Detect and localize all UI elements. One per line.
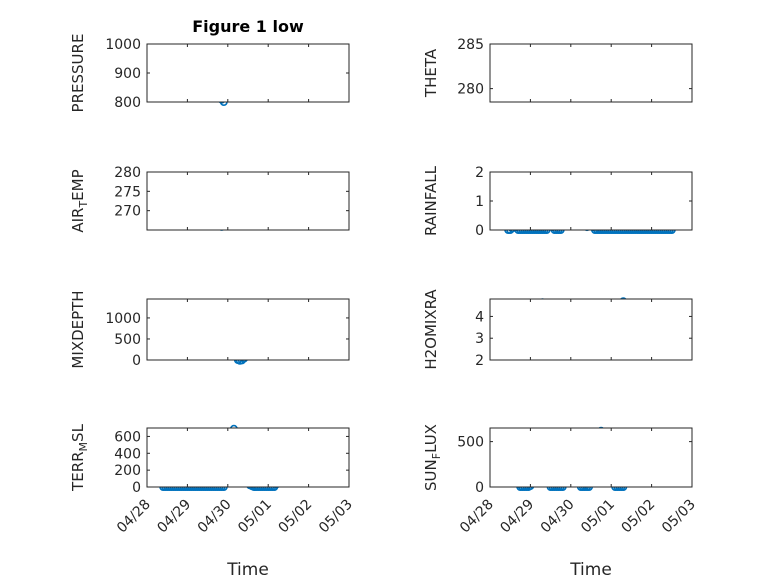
y-tick-label: 2 bbox=[475, 353, 484, 369]
chart-panel-5: 0 500 1000 MIXDEPTH bbox=[69, 290, 350, 369]
x-tick-label: 05/01 bbox=[235, 497, 275, 537]
y-tick-label: 275 bbox=[114, 184, 141, 200]
y-tick-label: 0 bbox=[475, 480, 484, 496]
x-tick-label: 05/03 bbox=[316, 497, 356, 537]
x-tick-label: 05/02 bbox=[619, 497, 659, 537]
chart-panel-4: 0 1 2 RAINFALL bbox=[422, 165, 693, 239]
x-tick-label: 05/01 bbox=[578, 497, 618, 537]
y-tick-label: 900 bbox=[114, 66, 141, 82]
x-tick-label: 04/30 bbox=[195, 497, 235, 537]
svg-text:AIRTEMP: AIRTEMP bbox=[69, 169, 90, 232]
svg-text:RAINFALL: RAINFALL bbox=[422, 165, 440, 236]
axes-box bbox=[146, 427, 350, 488]
y-tick-label: 800 bbox=[114, 95, 141, 111]
chart-panel-1: 800 900 1000 PRESSURE Figure 1 low bbox=[69, 17, 350, 113]
axes-box bbox=[489, 43, 693, 103]
chart-panel-3: 270 275 280 AIRTEMP bbox=[69, 165, 350, 233]
y-tick-label: 1000 bbox=[105, 311, 141, 327]
y-tick-label: 1 bbox=[475, 194, 484, 210]
y-axis-label: TERRMSL bbox=[69, 423, 90, 492]
y-axis-label: MIXDEPTH bbox=[69, 290, 87, 368]
y-tick-label: 200 bbox=[114, 463, 141, 479]
y-tick-label: 600 bbox=[114, 429, 141, 445]
x-tick-label: 04/30 bbox=[538, 497, 578, 537]
axes-box bbox=[146, 43, 350, 103]
axes-box bbox=[146, 171, 350, 231]
y-tick-label: 4 bbox=[475, 309, 484, 325]
svg-text:SUNFLUX: SUNFLUX bbox=[422, 424, 443, 491]
x-tick-label: 05/03 bbox=[659, 497, 699, 537]
y-axis-label: THETA bbox=[422, 48, 440, 98]
x-tick-label: 04/28 bbox=[114, 497, 154, 537]
y-axis-label: H2OMIXRA bbox=[422, 289, 440, 370]
x-tick-label: 05/02 bbox=[276, 497, 316, 537]
y-tick-label: 2 bbox=[475, 165, 484, 181]
axes-box bbox=[489, 171, 693, 231]
y-tick-label: 0 bbox=[132, 480, 141, 496]
axes-box bbox=[489, 298, 693, 361]
y-tick-label: 280 bbox=[457, 82, 484, 98]
y-axis-label: PRESSURE bbox=[69, 34, 87, 113]
svg-text:TERRMSL: TERRMSL bbox=[69, 423, 90, 492]
y-tick-label: 500 bbox=[114, 332, 141, 348]
y-axis-label: RAINFALL bbox=[422, 165, 440, 236]
chart-panel-2: 280 285 THETA bbox=[422, 37, 693, 103]
y-tick-label: 280 bbox=[114, 165, 141, 181]
y-tick-label: 3 bbox=[475, 331, 484, 347]
svg-text:THETA: THETA bbox=[422, 48, 440, 98]
x-axis-label: Time bbox=[226, 560, 269, 580]
y-tick-label: 0 bbox=[132, 353, 141, 369]
x-tick-label: 04/29 bbox=[497, 497, 537, 537]
svg-text:H2OMIXRA: H2OMIXRA bbox=[422, 289, 440, 370]
y-axis-label: AIRTEMP bbox=[69, 169, 90, 232]
y-tick-label: 1000 bbox=[105, 37, 141, 53]
axes-box bbox=[146, 298, 350, 361]
y-tick-label: 270 bbox=[114, 204, 141, 220]
x-tick-label: 04/29 bbox=[154, 497, 194, 537]
svg-text:MIXDEPTH: MIXDEPTH bbox=[69, 290, 87, 368]
y-tick-label: 285 bbox=[457, 37, 484, 53]
chart-title: Figure 1 low bbox=[192, 17, 304, 36]
axes-box bbox=[489, 427, 693, 488]
y-axis-label: SUNFLUX bbox=[422, 424, 443, 491]
y-tick-label: 500 bbox=[457, 435, 484, 451]
chart-panel-8: 0 500 04/28 04/29 04/30 05/01 05/02 05/03 Time SU… bbox=[422, 424, 699, 580]
x-axis-label: Time bbox=[569, 560, 612, 580]
y-tick-label: 400 bbox=[114, 446, 141, 462]
y-tick-label: 0 bbox=[475, 223, 484, 239]
chart-panel-6: 2 3 4 H2OMIXRA bbox=[422, 289, 693, 370]
x-tick-label: 04/28 bbox=[457, 497, 497, 537]
svg-text:PRESSURE: PRESSURE bbox=[69, 34, 87, 113]
